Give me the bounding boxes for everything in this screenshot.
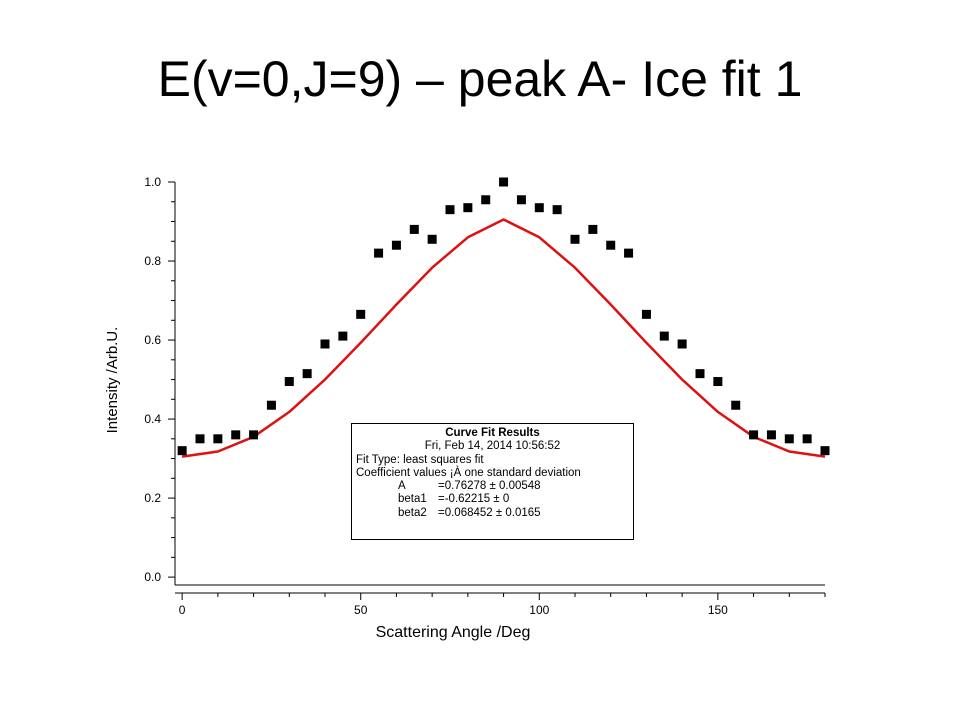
curve-fit-results-box: Curve Fit Results Fri, Feb 14, 2014 10:5… xyxy=(351,423,634,540)
data-point xyxy=(606,240,616,250)
data-point xyxy=(624,248,634,258)
fit-coef-row: beta2 =0.068452 ± 0.0165 xyxy=(356,507,629,520)
x-tick-label: 50 xyxy=(354,603,368,617)
fit-type: Fit Type: least squares fit xyxy=(356,453,484,466)
data-point xyxy=(302,369,312,379)
fit-header: Curve Fit Results xyxy=(445,427,540,439)
coef-name: A xyxy=(398,480,406,493)
data-point xyxy=(641,309,651,319)
x-tick-label: 0 xyxy=(179,603,186,617)
slide-title: E(v=0,J=9) – peak A- Ice fit 1 xyxy=(157,51,803,107)
fit-coef-row: beta1 =-0.62215 ± 0 xyxy=(356,493,629,506)
fit-coef-row: A =0.76278 ± 0.00548 xyxy=(356,480,629,493)
data-point xyxy=(231,430,241,440)
y-tick-label: 0.2 xyxy=(144,491,161,505)
coef-value: =-0.62215 ± 0 xyxy=(438,493,510,506)
data-point xyxy=(374,248,384,258)
data-point xyxy=(338,331,348,341)
data-point xyxy=(284,377,294,387)
coef-name: beta1 xyxy=(398,493,427,506)
data-point xyxy=(177,446,187,456)
data-point xyxy=(356,309,366,319)
x-tick-label: 100 xyxy=(529,603,549,617)
data-point xyxy=(391,240,401,250)
data-point xyxy=(213,434,223,444)
fit-coef-note: Coefficient values ¡À one standard devia… xyxy=(356,466,581,479)
y-tick-label: 1.0 xyxy=(144,175,161,189)
data-point xyxy=(659,331,669,341)
y-tick-label: 0.4 xyxy=(144,412,161,426)
data-point xyxy=(570,234,580,244)
fit-curve xyxy=(181,218,826,458)
data-point xyxy=(588,224,598,234)
data-point xyxy=(677,339,687,349)
y-tick-label: 0.8 xyxy=(144,254,161,268)
data-point xyxy=(713,377,723,387)
data-point xyxy=(552,205,562,215)
data-point xyxy=(749,430,759,440)
y-tick-label: 0.6 xyxy=(144,333,161,347)
data-point xyxy=(802,434,812,444)
data-point xyxy=(731,400,741,410)
data-point xyxy=(195,434,205,444)
data-point xyxy=(820,446,830,456)
x-tick-label: 150 xyxy=(708,603,728,617)
data-point xyxy=(320,339,330,349)
coef-value: =0.068452 ± 0.0165 xyxy=(438,506,541,519)
data-point xyxy=(463,203,473,213)
data-point xyxy=(766,430,776,440)
y-axis-label: Intensity /Arb.U. xyxy=(104,327,121,434)
data-point xyxy=(249,430,259,440)
data-point xyxy=(516,195,526,205)
data-point xyxy=(499,177,509,187)
coef-value: =0.76278 ± 0.00548 xyxy=(438,480,541,493)
data-point xyxy=(695,369,705,379)
data-point xyxy=(481,195,491,205)
coef-name: beta2 xyxy=(398,506,427,519)
data-point xyxy=(266,400,276,410)
x-axis-label: Scattering Angle /Deg xyxy=(376,624,531,641)
data-point xyxy=(445,205,455,215)
fit-date: Fri, Feb 14, 2014 10:56:52 xyxy=(424,440,561,453)
data-point xyxy=(534,203,544,213)
y-tick-label: 0.0 xyxy=(144,570,161,584)
data-point xyxy=(427,234,437,244)
data-point xyxy=(784,434,794,444)
data-point xyxy=(409,224,419,234)
